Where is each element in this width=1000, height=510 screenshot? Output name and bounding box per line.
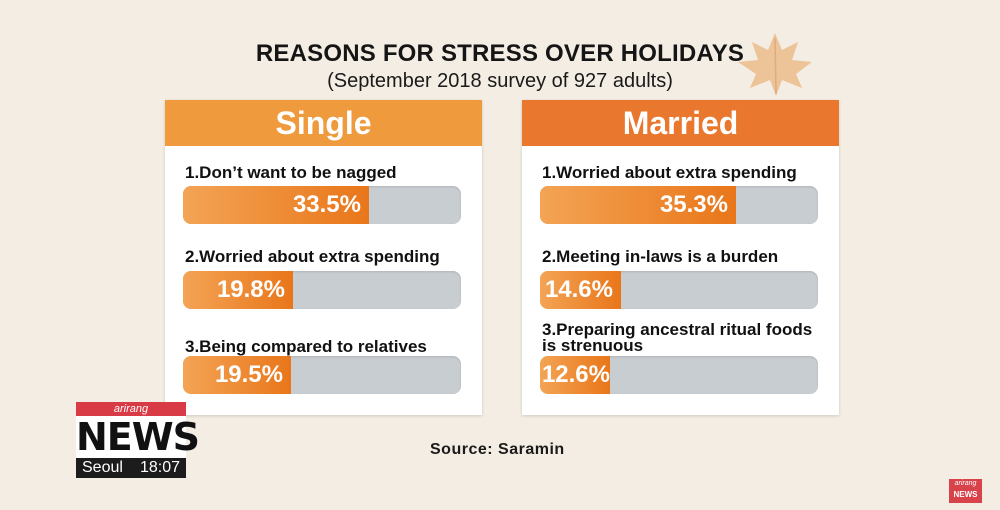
married-panel-header: Married	[522, 100, 839, 146]
logo-brand: arirang	[76, 402, 186, 416]
single-bar-3	[183, 356, 291, 394]
married-panel: Married 1.Worried about extra spending 35…	[522, 100, 839, 415]
single-bar-1	[183, 186, 369, 224]
logo-news-text: NEWS	[76, 415, 200, 459]
logo-location-time: Seoul 18:07	[76, 458, 186, 478]
badge-label: NEWS	[953, 490, 978, 499]
married-item-label-1: 1.Worried about extra spending	[542, 163, 797, 182]
page-subtitle: (September 2018 survey of 927 adults)	[327, 70, 673, 92]
married-bar-track-2: 14.6%	[540, 271, 818, 309]
single-bar-track-1: 33.5%	[183, 186, 461, 224]
married-bar-value-2: 14.6%	[544, 276, 613, 303]
married-bar-value-1: 35.3%	[659, 191, 728, 218]
single-bar-value-3: 19.5%	[214, 361, 283, 388]
married-bar-track-1: 35.3%	[540, 186, 818, 224]
single-item-label-3: 3.Being compared to relatives	[185, 337, 427, 356]
single-item-label-2: 2.Worried about extra spending	[185, 247, 440, 266]
single-bar-value-2: 19.8%	[216, 276, 285, 303]
badge-brand: arirang	[954, 480, 977, 487]
single-bar-2	[183, 271, 293, 309]
married-bar-track-3: 12.6%	[540, 356, 818, 394]
source-caption: Source: Saramin	[430, 441, 565, 458]
single-bar-track-2: 19.8%	[183, 271, 461, 309]
single-item-label-1: 1.Don’t want to be nagged	[185, 163, 397, 182]
logo-city: Seoul	[82, 459, 123, 476]
married-bar-2	[540, 271, 621, 309]
single-panel: Single 1.Don’t want to be nagged 33.5% 2.W…	[165, 100, 482, 415]
married-item-label-3: 3.Preparing ancestral ritual foods is st…	[542, 320, 813, 355]
maple-leaf-icon	[738, 33, 812, 96]
single-bar-value-1: 33.5%	[292, 191, 361, 218]
single-bar-track-3: 19.5%	[183, 356, 461, 394]
married-item-label-2: 2.Meeting in-laws is a burden	[542, 247, 779, 266]
arirang-news-logo: arirang NEWS Seoul 18:07	[76, 402, 200, 478]
logo-time: 18:07	[139, 459, 180, 476]
married-bar-1	[540, 186, 736, 224]
corner-news-badge: arirang NEWS	[949, 479, 982, 503]
page-title: REASONS FOR STRESS OVER HOLIDAYS	[255, 40, 745, 67]
married-bar-3	[540, 356, 610, 394]
single-panel-header: Single	[165, 100, 482, 146]
married-bar-value-3: 12.6%	[541, 361, 610, 388]
